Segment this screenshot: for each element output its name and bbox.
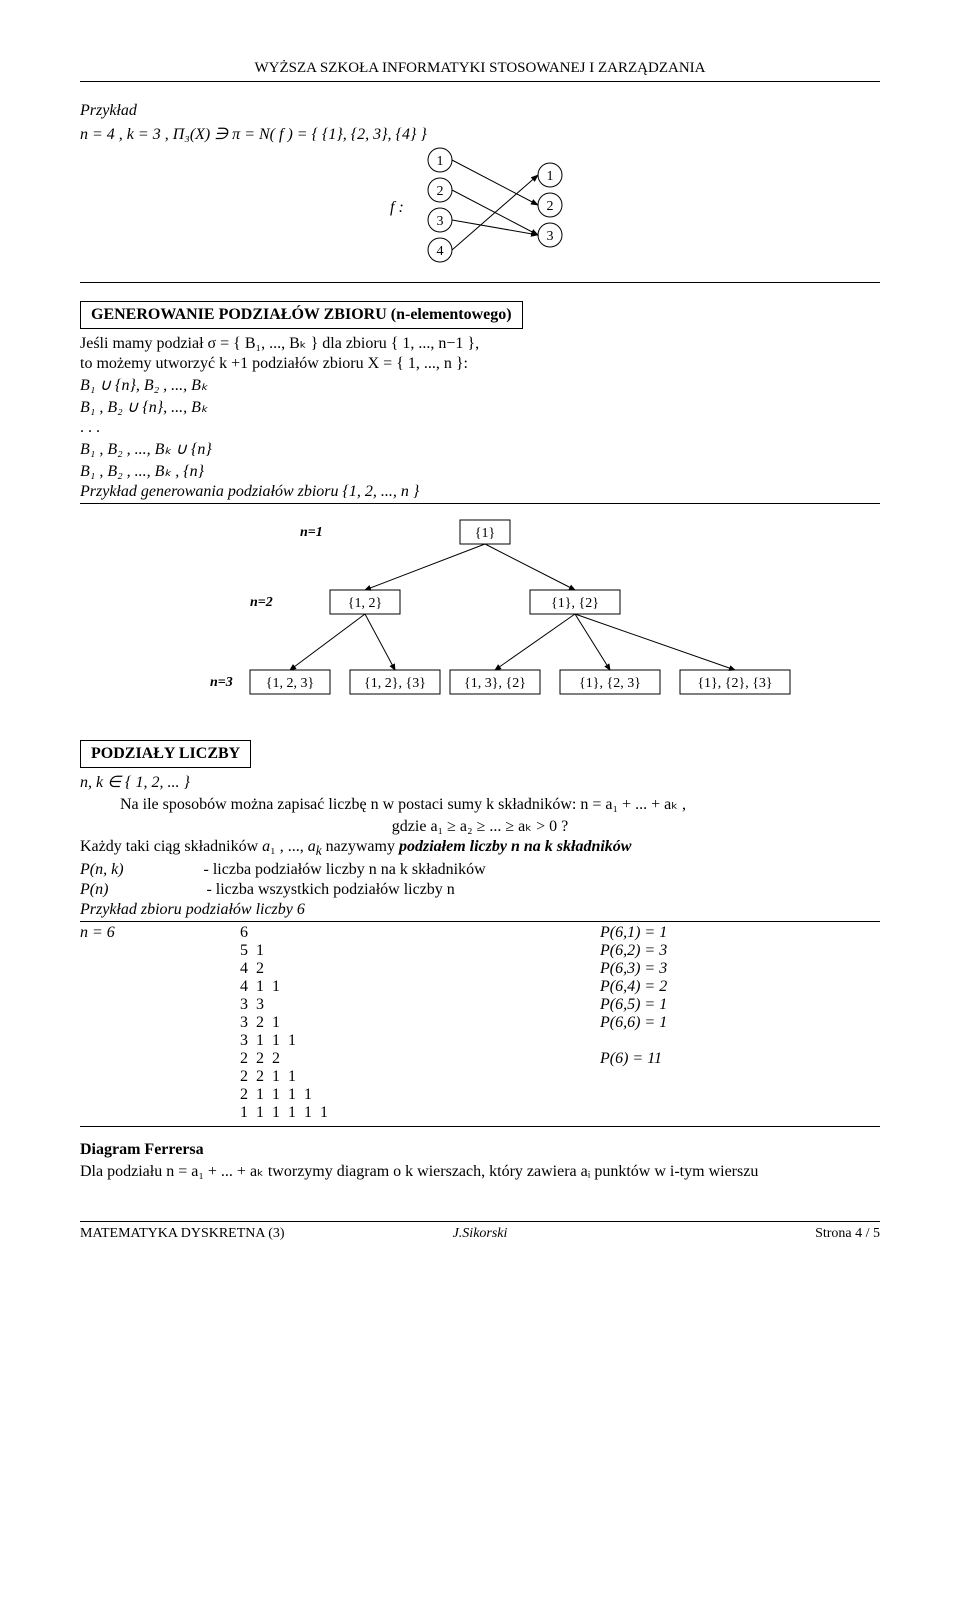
partition-count [600,1104,800,1122]
svg-text:{1}: {1} [475,526,495,541]
svg-text:1: 1 [547,169,554,184]
svg-text:3: 3 [437,214,444,229]
partition-row: 2 2 1 1 [240,1068,600,1086]
ferrers-title: Diagram Ferrersa [80,1141,880,1159]
svg-text:n=2: n=2 [250,595,273,610]
partition-count [600,1032,800,1050]
section-podzialy-title: PODZIAŁY LICZBY [80,740,251,768]
example1-line: n = 4 , k = 3 , Π₃(X) ∋ π = N( f ) = { {… [80,124,500,144]
footer-right: Strona 4 / 5 [613,1226,880,1242]
partition-count: P(6,5) = 1 [600,996,800,1014]
podz-l5: P(n, k)- liczba podziałów liczby n na k … [80,861,880,879]
podz-l1: n, k ∈ { 1, 2, ... } [80,772,880,792]
partition-table: n = 6 65 14 24 1 13 33 2 13 1 1 12 2 22 … [80,924,880,1122]
svg-text:{1, 2}, {3}: {1, 2}, {3} [364,676,426,691]
footer-mid: J.Sikorski [347,1226,614,1242]
example1-title: Przykład [80,102,880,120]
svg-text:{1}, {2, 3}: {1}, {2, 3} [579,676,641,691]
partition-row: 3 2 1 [240,1014,600,1032]
page-header: WYŻSZA SZKOŁA INFORMATYKI STOSOWANEJ I Z… [80,60,880,82]
svg-text:3: 3 [547,229,554,244]
partition-row: 5 1 [240,942,600,960]
partition-row: 1 1 1 1 1 1 [240,1104,600,1122]
partition-count: P(6,2) = 3 [600,942,800,960]
function-mapping-diagram: f : 1 2 3 4 1 2 3 [360,142,600,272]
podz-l4: Każdy taki ciąg składników a₁ , ..., ak … [80,838,880,859]
gen-r4: B₁ , B₂ , ..., Bₖ ∪ {n} [80,439,880,459]
partition-count: P(6,1) = 1 [600,924,800,942]
partition-count [600,1068,800,1086]
gen-example-title: Przykład generowania podziałów zbioru {1… [80,483,880,504]
section-generowanie-title: GENEROWANIE PODZIAŁÓW ZBIORU (n-elemento… [80,301,523,329]
svg-text:n=3: n=3 [210,675,233,690]
partition-count: P(6) = 11 [600,1050,800,1068]
gen-l2: to możemy utworzyć k +1 podziałów zbioru… [80,355,880,373]
partition-row: 4 2 [240,960,600,978]
podz-example-title: Przykład zbioru podziałów liczby 6 [80,901,880,922]
gen-r3: . . . [80,419,880,437]
svg-text:4: 4 [437,244,444,259]
ferrers-line: Dla podziału n = a₁ + ... + aₖ tworzymy … [80,1161,880,1181]
gen-l1: Jeśli mamy podział σ = { B₁, ..., Bₖ } d… [80,333,880,353]
partition-row: 2 2 2 [240,1050,600,1068]
partition-count: P(6,4) = 2 [600,978,800,996]
partition-count: P(6,3) = 3 [600,960,800,978]
partition-tree-diagram: n=1 {1} n=2 {1, 2} {1}, {2} n=3 {1, 2, 3} {1, 2… [80,510,860,720]
svg-text:1: 1 [437,154,444,169]
svg-text:f :: f : [390,199,404,216]
partition-count: P(6,6) = 1 [600,1014,800,1032]
svg-text:2: 2 [437,184,444,199]
svg-text:{1}, {2}: {1}, {2} [551,596,599,611]
svg-text:{1, 2, 3}: {1, 2, 3} [266,676,314,691]
svg-text:{1, 2}: {1, 2} [348,596,382,611]
podz-l6: P(n)- liczba wszystkich podziałów liczby… [80,881,880,899]
podz-l3: gdzie a₁ ≥ a₂ ≥ ... ≥ aₖ > 0 ? [80,816,880,836]
footer-left: MATEMATYKA DYSKRETNA (3) [80,1226,347,1242]
partition-row: 3 3 [240,996,600,1014]
partition-row: 6 [240,924,600,942]
gen-r1: B₁ ∪ {n}, B₂ , ..., Bₖ [80,375,880,395]
svg-text:2: 2 [547,199,554,214]
partition-row: 4 1 1 [240,978,600,996]
svg-text:{1, 3}, {2}: {1, 3}, {2} [464,676,526,691]
svg-text:n=1: n=1 [300,525,323,540]
gen-r2: B₁ , B₂ ∪ {n}, ..., Bₖ [80,397,880,417]
page-footer: MATEMATYKA DYSKRETNA (3) J.Sikorski Stro… [80,1221,880,1242]
partition-count [600,1086,800,1104]
svg-text:{1}, {2}, {3}: {1}, {2}, {3} [697,676,772,691]
gen-r5: B₁ , B₂ , ..., Bₖ , {n} [80,461,880,481]
podz-l2: Na ile sposobów można zapisać liczbę n w… [120,794,880,814]
partition-row: 3 1 1 1 [240,1032,600,1050]
partition-row: 2 1 1 1 1 [240,1086,600,1104]
